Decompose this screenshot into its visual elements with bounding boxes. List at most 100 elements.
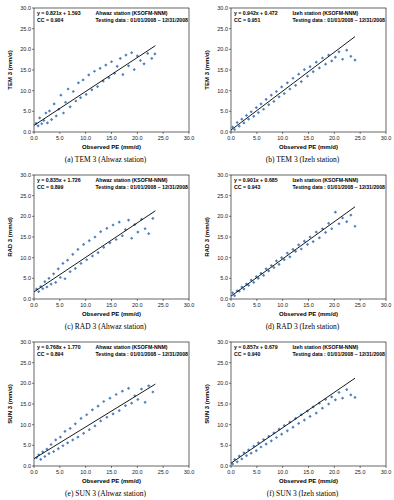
point — [110, 60, 113, 63]
x-axis-label: Observed PE (mm/d) — [279, 311, 338, 317]
point — [321, 407, 324, 410]
point — [341, 397, 344, 400]
x-tick-label: 10.0 — [80, 302, 91, 308]
point — [39, 458, 42, 461]
trendline — [231, 207, 355, 296]
x-tick — [360, 466, 361, 468]
point — [252, 281, 255, 284]
point — [99, 67, 102, 70]
testing-period: Testing data : 01/01/2008 – 12/31/2008 — [293, 17, 386, 23]
testing-period: Testing data : 01/01/2008 – 12/31/2008 — [293, 351, 386, 357]
point — [96, 85, 99, 88]
x-tick-label: 20.0 — [132, 469, 143, 475]
point — [59, 94, 62, 97]
point — [303, 68, 306, 71]
x-tick — [231, 132, 232, 134]
x-tick — [189, 466, 190, 468]
y-tick — [32, 237, 34, 238]
point — [147, 232, 150, 235]
data-area — [34, 46, 157, 128]
x-tick-label: 0.0 — [30, 135, 38, 141]
y-tick — [32, 49, 34, 50]
x-tick — [231, 299, 232, 301]
x-tick — [256, 132, 257, 134]
x-tick-label: 20.0 — [329, 135, 340, 141]
point — [337, 50, 340, 53]
point — [297, 73, 300, 76]
point — [236, 121, 239, 124]
y-tick — [229, 175, 231, 176]
y-tick — [229, 404, 231, 405]
point — [245, 114, 248, 117]
point — [82, 243, 85, 246]
x-tick — [334, 132, 335, 134]
point — [303, 419, 306, 422]
y-tick-label: 5.0 — [23, 442, 31, 448]
point — [151, 390, 154, 393]
y-tick-label: 30.0 — [20, 5, 31, 11]
point — [115, 393, 118, 396]
point — [308, 415, 311, 418]
panel: 0.05.010.015.020.025.030.00.05.010.015.0… — [7, 339, 194, 498]
x-tick — [163, 466, 164, 468]
x-tick-label: 25.0 — [158, 302, 169, 308]
point — [315, 411, 318, 414]
point — [277, 95, 280, 98]
cc-value: CC = 0.904 — [37, 17, 64, 23]
y-tick-label: 10.0 — [217, 88, 228, 94]
point — [64, 101, 67, 104]
point — [57, 267, 60, 270]
point — [321, 56, 324, 59]
x-tick-label: 10.0 — [80, 469, 91, 475]
point — [146, 52, 149, 55]
x-tick-label: 30.0 — [381, 135, 392, 141]
point — [143, 227, 146, 230]
x-tick — [308, 466, 309, 468]
point — [349, 55, 352, 58]
x-tick-label: 30.0 — [381, 302, 392, 308]
y-tick — [229, 278, 231, 279]
point — [277, 263, 280, 266]
y-tick — [32, 28, 34, 29]
point — [99, 230, 102, 233]
point — [286, 81, 289, 84]
panel: 0.05.010.015.020.025.030.00.05.010.015.0… — [204, 5, 391, 164]
point — [250, 452, 253, 455]
x-tick — [360, 299, 361, 301]
point — [43, 455, 46, 458]
x-axis-label: Observed PE (mm/d) — [279, 478, 338, 484]
y-tick — [229, 299, 231, 300]
point — [288, 255, 291, 258]
station-label: Izeh station (KSOFM-NNM) — [293, 344, 359, 350]
y-tick — [229, 216, 231, 217]
equation: y = 0.942x + 0.472 — [234, 10, 278, 16]
y-tick-label: 30.0 — [20, 339, 31, 345]
y-tick-label: 25.0 — [217, 26, 228, 32]
x-tick — [163, 299, 164, 301]
x-tick — [111, 466, 112, 468]
trendline — [231, 37, 355, 130]
point — [259, 445, 262, 448]
point — [150, 57, 153, 60]
point — [49, 443, 52, 446]
equation: y = 0.821x + 1.593 — [37, 10, 81, 16]
x-tick — [282, 466, 283, 468]
point — [267, 103, 270, 106]
panel-caption: (f) SUN 3 (Izeh station) — [267, 489, 339, 498]
point — [87, 73, 90, 76]
x-tick-label: 15.0 — [303, 302, 314, 308]
y-tick — [229, 8, 231, 9]
x-tick — [334, 466, 335, 468]
point — [121, 73, 124, 76]
point — [334, 398, 337, 401]
x-tick — [34, 466, 35, 468]
point — [102, 400, 105, 403]
y-tick — [229, 111, 231, 112]
x-tick-label: 20.0 — [329, 469, 340, 475]
point — [59, 276, 62, 279]
point — [93, 70, 96, 73]
point — [69, 427, 72, 430]
point — [85, 258, 88, 261]
x-tick — [256, 466, 257, 468]
x-tick — [386, 132, 387, 134]
